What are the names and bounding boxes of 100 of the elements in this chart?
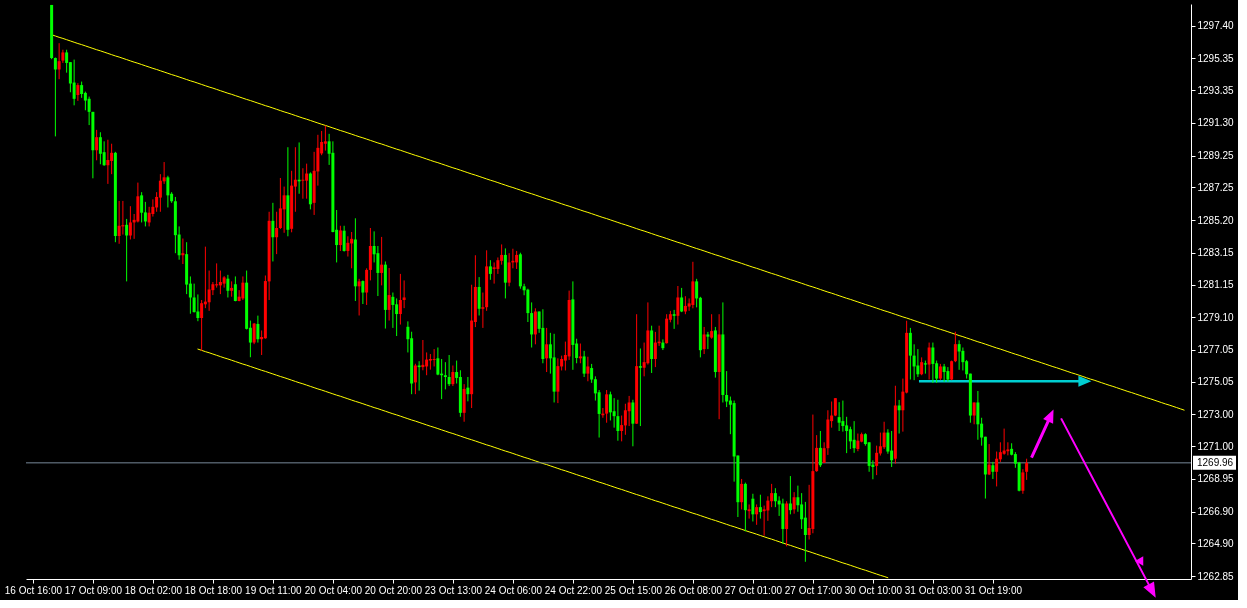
x-tick-label: 20 Oct 04:00 (304, 584, 363, 596)
candlestick (488, 259, 492, 281)
candlestick (672, 309, 676, 330)
candlestick (942, 363, 946, 383)
y-tick-label: 1264.90 (1197, 537, 1235, 549)
candlestick (837, 401, 841, 432)
candlestick (222, 275, 226, 289)
x-tick-label: 18 Oct 02:00 (124, 584, 183, 596)
candlestick (368, 227, 372, 281)
x-tick-label: 26 Oct 08:00 (664, 584, 723, 596)
candlestick (976, 390, 980, 441)
candlestick (365, 267, 369, 306)
candlestick (631, 399, 635, 447)
candlestick (507, 252, 511, 287)
candlestick (882, 421, 886, 450)
candlestick (361, 279, 365, 305)
candlestick (106, 139, 110, 185)
candlestick (282, 186, 286, 234)
candlestick (98, 131, 102, 165)
candlestick (702, 326, 706, 355)
candlestick (241, 275, 245, 301)
candlestick (957, 339, 961, 371)
candlestick (466, 376, 470, 402)
y-tick-label: 1273.00 (1197, 408, 1235, 420)
candlestick (102, 140, 106, 167)
candlestick (207, 270, 211, 312)
candlestick (788, 475, 792, 515)
y-tick-label: 1266.90 (1197, 506, 1235, 518)
candlestick (627, 395, 631, 427)
x-tick-label: 27 Oct 17:00 (784, 584, 843, 596)
candlestick (908, 327, 912, 381)
candlestick (215, 262, 219, 289)
candlestick (413, 363, 417, 395)
candlestick (695, 278, 699, 308)
y-tick-label: 1268.95 (1197, 473, 1235, 485)
candlestick (1002, 428, 1006, 456)
y-tick-label: 1289.25 (1197, 150, 1235, 162)
candlestick (691, 261, 695, 309)
candlestick (72, 59, 76, 106)
candlestick (856, 433, 860, 452)
candlestick (128, 205, 132, 240)
candlestick (357, 278, 361, 316)
y-tick-label: 1293.35 (1197, 84, 1235, 96)
y-tick-label: 1285.20 (1197, 214, 1235, 226)
line-series (51, 34, 1185, 411)
candlestick (346, 235, 350, 258)
candlestick (755, 503, 759, 526)
candlestick (991, 461, 995, 480)
candlestick (271, 202, 275, 262)
candlestick (582, 350, 586, 378)
candlestick (803, 501, 807, 563)
candlestick (875, 445, 879, 476)
x-tick-label: 23 Oct 13:00 (424, 584, 483, 596)
candlestick (545, 327, 549, 373)
y-tick-label: 1277.05 (1197, 344, 1235, 356)
candlestick (117, 200, 121, 245)
candlestick (890, 430, 894, 468)
candlestick (841, 400, 845, 433)
candlestick (680, 287, 684, 313)
candlestick (758, 494, 762, 520)
x-tick-label: 24 Oct 06:00 (484, 584, 543, 596)
x-tick-label: 18 Oct 18:00 (184, 584, 243, 596)
x-tick-label: 16 Oct 16:00 (4, 584, 63, 596)
x-tick-label: 17 Oct 09:00 (64, 584, 123, 596)
candlestick (226, 274, 230, 298)
candlestick (605, 389, 609, 424)
y-tick-label: 1287.25 (1197, 181, 1235, 193)
candlestick (95, 129, 99, 161)
candlestick (676, 285, 680, 326)
x-tick-label: 20 Oct 20:00 (364, 584, 423, 596)
x-tick-label: 25 Oct 15:00 (604, 584, 663, 596)
candlestick (323, 125, 327, 152)
candlestick (462, 383, 466, 423)
candlestick (53, 57, 57, 137)
candlestick (751, 493, 755, 522)
candlestick (181, 238, 185, 265)
candlestick (620, 415, 624, 442)
candlestick (342, 225, 346, 253)
candlestick (706, 331, 710, 350)
candlestick (451, 365, 455, 387)
x-tick-label: 24 Oct 22:00 (544, 584, 603, 596)
line-series (197, 348, 889, 579)
candlestick (125, 218, 129, 282)
x-tick-label: 30 Oct 10:00 (844, 584, 903, 596)
candlestick (578, 343, 582, 364)
candlestick (436, 347, 440, 376)
candlestick (256, 315, 260, 344)
x-tick-label: 31 Oct 19:00 (964, 584, 1023, 596)
candlestick (740, 478, 744, 510)
candlestick (278, 177, 282, 230)
candlestick (275, 211, 279, 255)
candlestick (492, 261, 496, 285)
candlestick (987, 443, 991, 476)
candlestick (395, 297, 399, 337)
candlestick (747, 503, 751, 520)
candlestick (638, 347, 642, 427)
candlestick (380, 236, 384, 286)
candlestick (338, 225, 342, 252)
x-tick-label: 31 Oct 03:00 (904, 584, 963, 596)
candlestick (200, 299, 204, 352)
